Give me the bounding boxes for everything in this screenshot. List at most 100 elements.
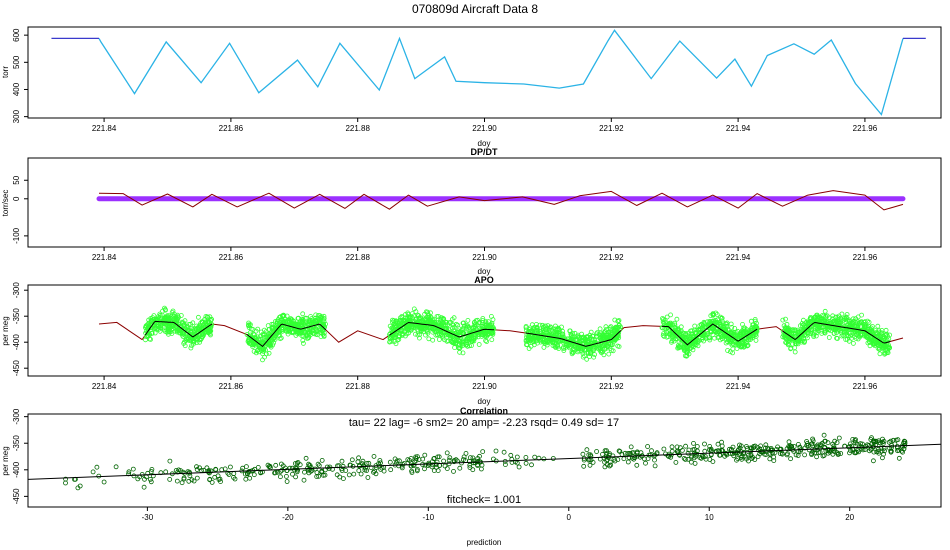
correlation-point xyxy=(145,470,151,476)
x-tick-label: 221.92 xyxy=(599,382,624,391)
correlation-point xyxy=(719,443,725,449)
apo-point xyxy=(248,340,254,346)
correlation-point xyxy=(306,470,312,476)
apo-point xyxy=(270,322,276,328)
apo-point xyxy=(782,335,788,341)
correlation-point xyxy=(90,469,96,475)
apo-point xyxy=(427,318,433,323)
apo-smoothed-line xyxy=(782,321,891,344)
apo-point xyxy=(693,330,699,335)
apo-point xyxy=(306,319,312,325)
correlation-point xyxy=(436,454,442,460)
apo-point xyxy=(143,337,148,343)
apo-point xyxy=(300,338,306,343)
apo-point xyxy=(442,337,447,343)
correlation-point xyxy=(358,471,364,477)
correlation-panel: Correlation -30 -20 -10 0 10 20 -450-400-350-… xyxy=(1,406,942,547)
apo-point xyxy=(883,327,889,333)
apo-point xyxy=(845,333,851,339)
correlation-point xyxy=(777,451,783,456)
apo-point xyxy=(406,330,412,336)
x-tick-label: 221.84 xyxy=(92,382,117,391)
apo-point xyxy=(865,326,871,332)
correlation-point xyxy=(502,462,508,468)
apo-point xyxy=(430,337,436,343)
apo-point xyxy=(531,339,537,345)
x-tick-label: -10 xyxy=(423,513,435,522)
correlation-point xyxy=(244,471,250,477)
apo-point xyxy=(616,344,622,350)
apo-point xyxy=(483,325,489,331)
apo-point xyxy=(665,329,671,334)
apo-point xyxy=(488,313,494,319)
correlation-point xyxy=(836,435,842,441)
apo-point xyxy=(451,315,457,321)
apo-point xyxy=(566,343,571,349)
apo-point xyxy=(603,324,609,330)
apo-point xyxy=(403,312,408,317)
apo-point xyxy=(602,335,608,341)
correlation-point xyxy=(775,444,780,450)
correlation-point xyxy=(167,458,173,464)
apo-point xyxy=(467,343,472,349)
correlation-point xyxy=(652,463,658,469)
apo-point xyxy=(591,345,597,351)
apo-point xyxy=(528,336,533,342)
apo-point xyxy=(407,314,413,320)
y-tick-label: -450 xyxy=(12,360,21,377)
correlation-point xyxy=(209,479,215,485)
apo-point xyxy=(479,320,485,326)
apo-point xyxy=(278,335,284,341)
apo-point xyxy=(538,335,544,341)
apo-point xyxy=(170,308,176,314)
apo-point xyxy=(705,322,711,328)
correlation-point xyxy=(470,467,476,473)
y-tick-label: -300 xyxy=(12,408,21,425)
apo-point xyxy=(535,328,541,334)
correlation-point xyxy=(825,450,831,456)
apo-point xyxy=(426,336,432,342)
apo-data xyxy=(98,305,904,363)
correlation-point xyxy=(702,454,708,459)
correlation-point xyxy=(322,467,328,473)
apo-point xyxy=(707,322,713,328)
apo-point xyxy=(486,326,492,331)
correlation-point xyxy=(529,462,534,468)
correlation-point xyxy=(767,456,773,462)
apo-point xyxy=(195,314,201,320)
correlation-point xyxy=(431,456,437,462)
correlation-point xyxy=(359,461,365,467)
correlation-point xyxy=(174,478,180,484)
correlation-point xyxy=(215,473,221,479)
apo-point xyxy=(786,327,792,333)
apo-point xyxy=(887,345,892,351)
apo-point xyxy=(837,321,843,327)
apo-point xyxy=(713,310,719,316)
correlation-point xyxy=(815,442,821,448)
apo-point xyxy=(875,323,881,329)
correlation-point xyxy=(590,459,596,465)
apo-point xyxy=(290,330,296,336)
correlation-point xyxy=(461,454,467,460)
correlation-point xyxy=(130,466,136,472)
correlation-point xyxy=(736,446,742,452)
apo-point xyxy=(819,330,825,336)
correlation-point xyxy=(825,440,831,446)
correlation-point xyxy=(181,476,187,482)
apo-point xyxy=(594,333,600,339)
correlation-point xyxy=(314,470,320,475)
apo-point xyxy=(613,332,618,338)
apo-point xyxy=(609,347,614,353)
correlation-point xyxy=(289,465,295,471)
correlation-point xyxy=(240,465,246,471)
apo-point xyxy=(557,329,563,335)
correlation-point xyxy=(691,440,696,446)
correlation-point xyxy=(680,447,685,453)
apo-point xyxy=(146,322,152,328)
apo-point xyxy=(824,323,830,329)
correlation-point xyxy=(243,464,249,470)
apo-point xyxy=(678,324,684,330)
correlation-point xyxy=(290,471,295,477)
pressure-data xyxy=(51,29,926,116)
apo-point xyxy=(669,334,675,340)
